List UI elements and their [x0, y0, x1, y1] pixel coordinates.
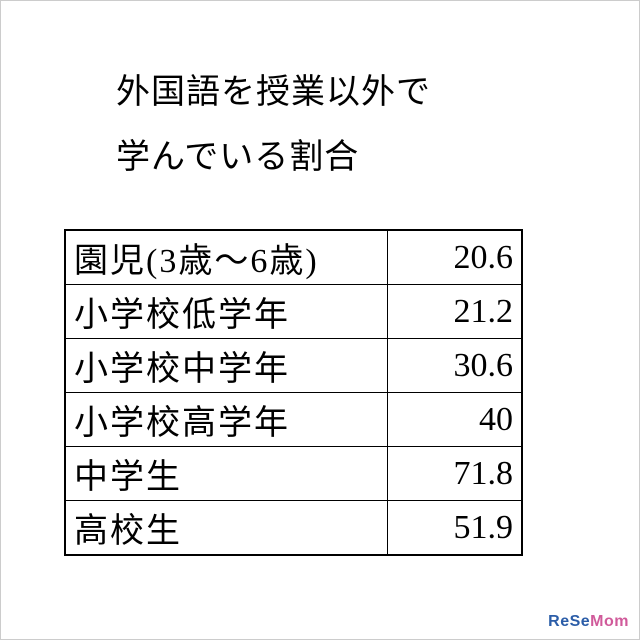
row-label: 中学生 [65, 447, 387, 501]
row-value: 51.9 [387, 501, 522, 556]
data-table: 園児(3歳～6歳) 20.6 小学校低学年 21.2 小学校中学年 30.6 小… [64, 229, 523, 556]
table-row: 高校生 51.9 [65, 501, 522, 556]
table-row: 小学校中学年 30.6 [65, 339, 522, 393]
row-label: 小学校高学年 [65, 393, 387, 447]
watermark-part1: ReSe [548, 613, 590, 630]
table-row: 小学校高学年 40 [65, 393, 522, 447]
row-value: 30.6 [387, 339, 522, 393]
row-label: 高校生 [65, 501, 387, 556]
row-label: 小学校低学年 [65, 285, 387, 339]
watermark-part2: Mom [590, 613, 629, 630]
title-line-1: 外国語を授業以外で [116, 74, 431, 111]
row-value: 20.6 [387, 230, 522, 285]
row-value: 71.8 [387, 447, 522, 501]
table-row: 中学生 71.8 [65, 447, 522, 501]
row-label: 園児(3歳～6歳) [65, 230, 387, 285]
page-title: 外国語を授業以外で 学んでいる割合 [116, 61, 431, 190]
table-row: 園児(3歳～6歳) 20.6 [65, 230, 522, 285]
watermark-logo: ReSeMom [548, 613, 629, 631]
row-value: 21.2 [387, 285, 522, 339]
title-line-2: 学んでいる割合 [116, 139, 359, 176]
row-label: 小学校中学年 [65, 339, 387, 393]
row-value: 40 [387, 393, 522, 447]
table-row: 小学校低学年 21.2 [65, 285, 522, 339]
